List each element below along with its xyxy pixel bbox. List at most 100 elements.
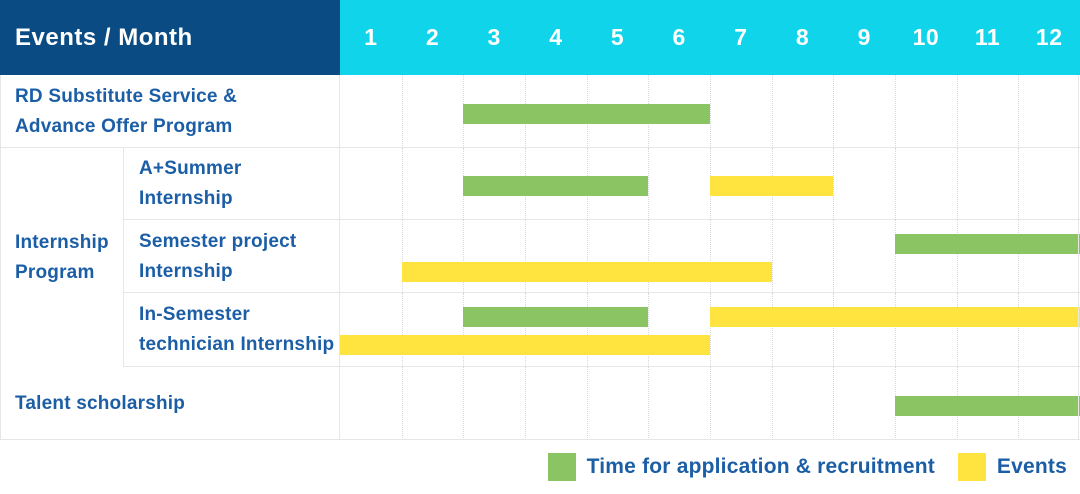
month-gridline <box>895 75 896 148</box>
bar-event <box>710 307 1080 327</box>
row-label-line: Talent scholarship <box>15 389 339 419</box>
month-gridline <box>833 367 834 440</box>
month-gridline <box>402 293 403 367</box>
month-gridline <box>833 75 834 148</box>
month-gridline <box>1018 293 1019 367</box>
month-header-7: 7 <box>710 0 772 75</box>
month-gridline <box>710 75 711 148</box>
month-header-10: 10 <box>895 0 957 75</box>
month-gridline <box>648 367 649 440</box>
month-header-9: 9 <box>833 0 895 75</box>
month-gridline <box>1018 75 1019 148</box>
gantt-row: RD Substitute Service &Advance Offer Pro… <box>0 75 1080 148</box>
page-title: Events / Month <box>15 24 193 52</box>
month-header-12: 12 <box>1018 0 1080 75</box>
events-month-header: Events / Month <box>0 0 340 75</box>
row-label: Talent scholarship <box>0 367 340 440</box>
group-label-line: Program <box>15 258 123 288</box>
month-gridline <box>895 293 896 367</box>
month-gridline <box>463 220 464 293</box>
month-gridline <box>772 367 773 440</box>
month-gridline <box>710 220 711 293</box>
bar-recruitment <box>463 104 710 124</box>
bar-recruitment <box>895 234 1080 254</box>
month-gridline <box>587 367 588 440</box>
month-gridline <box>1018 220 1019 293</box>
row-label-line: technician Internship <box>139 330 339 360</box>
bar-event <box>340 335 710 355</box>
month-gridline <box>587 220 588 293</box>
events-color-swatch <box>958 453 986 481</box>
row-label: A+SummerInternship <box>124 148 340 220</box>
month-header-6: 6 <box>648 0 710 75</box>
month-gridline <box>525 367 526 440</box>
month-gridline <box>648 293 649 367</box>
group-label-internship-program: InternshipProgram <box>0 148 124 367</box>
month-gridline <box>957 75 958 148</box>
legend-item-recruitment: Time for application & recruitment <box>548 453 935 481</box>
row-label: RD Substitute Service &Advance Offer Pro… <box>0 75 340 148</box>
month-header-8: 8 <box>772 0 834 75</box>
month-header-3: 3 <box>463 0 525 75</box>
bar-event <box>402 262 772 282</box>
month-header-1: 1 <box>340 0 402 75</box>
month-header-4: 4 <box>525 0 587 75</box>
month-gridline <box>587 293 588 367</box>
month-gridline <box>402 367 403 440</box>
row-label-line: Internship <box>139 184 339 214</box>
row-label: Semester projectInternship <box>124 220 340 293</box>
row-chart-area <box>340 293 1080 367</box>
month-gridline <box>525 220 526 293</box>
month-gridline <box>772 293 773 367</box>
month-header-11: 11 <box>957 0 1019 75</box>
row-chart-area <box>340 148 1080 220</box>
month-gridline <box>710 367 711 440</box>
month-gridline <box>957 220 958 293</box>
month-gridline <box>957 148 958 220</box>
row-label: In-Semestertechnician Internship <box>124 293 340 367</box>
month-gridline <box>648 220 649 293</box>
month-gridline <box>402 220 403 293</box>
month-header-2: 2 <box>402 0 464 75</box>
month-gridline <box>772 220 773 293</box>
legend-item-events: Events <box>958 453 1067 481</box>
month-gridline <box>402 75 403 148</box>
legend-label-events: Events <box>997 455 1067 479</box>
month-gridline <box>710 293 711 367</box>
row-chart-area <box>340 75 1080 148</box>
gantt-chart: Events / Month 123456789101112 RD Substi… <box>0 0 1080 494</box>
row-label-line: Advance Offer Program <box>15 112 339 142</box>
month-gridline <box>1018 148 1019 220</box>
month-gridline <box>957 293 958 367</box>
month-header-row: 123456789101112 <box>340 0 1080 75</box>
row-label-line: A+Summer <box>139 154 339 184</box>
legend-label-recruitment: Time for application & recruitment <box>587 455 935 479</box>
month-gridline <box>463 293 464 367</box>
legend: Time for application & recruitment Event… <box>0 440 1080 494</box>
bar-recruitment <box>463 176 648 196</box>
month-gridline <box>525 293 526 367</box>
group-label-line: Internship <box>15 228 123 258</box>
month-gridline <box>463 367 464 440</box>
month-gridline <box>833 293 834 367</box>
row-chart-area <box>340 220 1080 293</box>
month-header-5: 5 <box>587 0 649 75</box>
row-chart-area <box>340 367 1080 440</box>
bar-event <box>710 176 833 196</box>
month-gridline <box>402 148 403 220</box>
row-label-line: Internship <box>139 257 339 287</box>
row-label-line: Semester project <box>139 227 339 257</box>
gantt-row: Semester projectInternship <box>0 220 1080 293</box>
bar-recruitment <box>895 396 1080 416</box>
recruitment-color-swatch <box>548 453 576 481</box>
month-gridline <box>772 75 773 148</box>
row-label-line: RD Substitute Service & <box>15 82 339 112</box>
row-label-line: In-Semester <box>139 300 339 330</box>
month-gridline <box>833 220 834 293</box>
gantt-row: Talent scholarship <box>0 367 1080 440</box>
gantt-row: A+SummerInternship <box>0 148 1080 220</box>
bar-recruitment <box>463 307 648 327</box>
month-gridline <box>895 148 896 220</box>
month-gridline <box>895 220 896 293</box>
gantt-row: In-Semestertechnician Internship <box>0 293 1080 367</box>
